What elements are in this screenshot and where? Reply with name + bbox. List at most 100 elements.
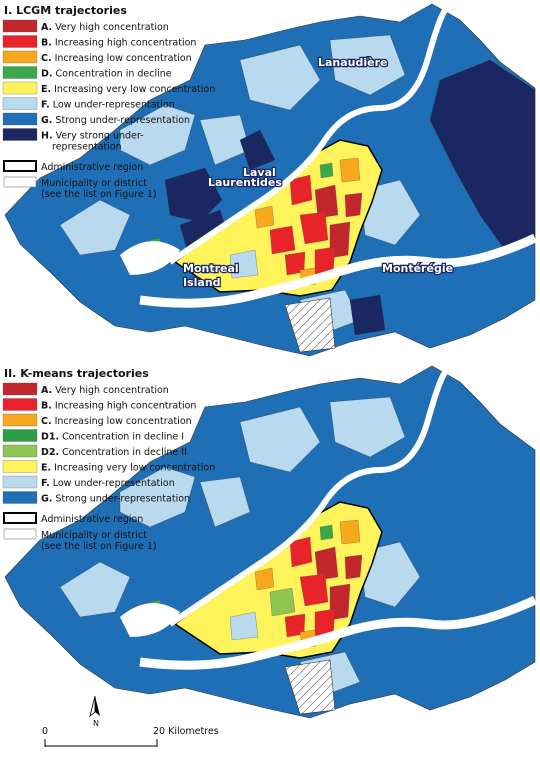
region-label: Island — [183, 276, 221, 289]
land-patch — [359, 541, 421, 608]
district — [289, 174, 313, 206]
legend-swatch — [2, 491, 38, 504]
district — [254, 567, 275, 591]
legend-text: Increasing low concentration — [55, 53, 192, 64]
legend-code: E. — [41, 463, 51, 474]
legend-label: F. Low under-representation — [41, 478, 175, 489]
land-patch — [329, 34, 406, 96]
legend-swatch — [2, 429, 38, 442]
legend-text: Very high concentration — [55, 22, 169, 33]
legend-label: C. Increasing low concentration — [41, 53, 192, 64]
legend-text: Low under-representation — [53, 100, 175, 111]
district — [269, 225, 296, 255]
river — [139, 595, 537, 670]
legend-label: E. Increasing very low concentration — [41, 463, 215, 474]
legend-label: Municipality or district — [41, 530, 147, 541]
district — [289, 536, 313, 568]
legend-text: Increasing very low concentration — [54, 463, 215, 474]
legend-swatch — [2, 66, 38, 79]
legend-label: B. Increasing high concentration — [41, 401, 196, 412]
legend-text: Very strong under- — [56, 131, 144, 142]
legend-label: C. Increasing low concentration — [41, 416, 192, 427]
district — [254, 205, 275, 229]
legend-label: A. Very high concentration — [41, 22, 169, 33]
legend-code: A. — [41, 22, 52, 33]
legend-swatch — [2, 112, 38, 126]
legend-text: Increasing very low concentration — [54, 84, 215, 95]
north-label: N — [93, 719, 99, 728]
legend-label: Administrative region — [41, 514, 143, 525]
district — [319, 524, 334, 541]
legend-text: Very high concentration — [55, 385, 169, 396]
region-label: Montérégie — [382, 262, 453, 275]
river — [168, 367, 450, 627]
legend-label: H. Very strong under-representation — [41, 131, 144, 153]
north-arrow — [89, 695, 96, 718]
legend-text: Increasing high concentration — [55, 38, 197, 49]
legend-swatch — [2, 398, 38, 411]
district — [319, 162, 334, 179]
legend-label: A. Very high concentration — [41, 385, 169, 396]
region-label: Lanaudière — [318, 56, 388, 69]
legend-text: Concentration in decline I — [62, 432, 184, 443]
municipality-swatch — [3, 176, 37, 188]
legend-code: C. — [41, 416, 52, 427]
lake — [120, 603, 180, 637]
district — [339, 157, 361, 183]
legend-swatch — [2, 475, 38, 489]
legend-code: H. — [41, 131, 53, 142]
district — [344, 554, 363, 580]
land-patch — [329, 396, 406, 458]
region-label: Laurentides — [208, 176, 282, 189]
legend-code: G. — [41, 115, 52, 126]
legend-title: II. K-means trajectories — [4, 367, 149, 380]
legend-swatch — [2, 128, 38, 141]
region-label: Laval — [243, 166, 276, 179]
land-patch — [59, 561, 131, 618]
legend-label: F. Low under-representation — [41, 100, 175, 111]
municipality — [284, 659, 336, 715]
legend-text: Concentration in decline — [56, 69, 172, 80]
legend-label: D2. Concentration in decline II — [41, 447, 187, 458]
legend-label: G. Strong under-representation — [41, 115, 190, 126]
land-patch — [119, 466, 196, 528]
legend-text: Increasing high concentration — [55, 401, 197, 412]
legend-code: G. — [41, 494, 52, 505]
municipality-swatch — [3, 528, 37, 540]
legend-swatch — [2, 444, 38, 458]
admin-swatch — [3, 512, 37, 524]
legend-swatch — [2, 382, 38, 396]
land-patch — [239, 406, 321, 473]
region-label: Montreal — [183, 262, 239, 275]
legend-swatch — [2, 50, 38, 64]
legend-label: Municipality or district — [41, 178, 147, 189]
legend-code: F. — [41, 478, 50, 489]
legend-label: D1. Concentration in decline I — [41, 432, 184, 443]
legend-label: G. Strong under-representation — [41, 494, 190, 505]
land-patch — [164, 167, 223, 223]
land-patch — [239, 44, 321, 111]
legend-swatch — [2, 81, 38, 95]
district — [229, 249, 259, 279]
legend-code: B. — [41, 38, 52, 49]
legend-text: Concentration in decline II — [62, 447, 187, 458]
district — [229, 611, 259, 641]
legend-swatch — [2, 35, 38, 48]
legend-code: D2. — [41, 447, 59, 458]
admin-swatch — [3, 160, 37, 172]
legend-code: A. — [41, 385, 52, 396]
land-patch — [119, 104, 196, 166]
scale-start: 0 — [42, 726, 48, 737]
legend-text: Low under-representation — [53, 478, 175, 489]
river — [139, 233, 537, 308]
river — [168, 5, 450, 265]
legend-swatch — [2, 97, 38, 110]
district — [299, 573, 329, 607]
legend-code: C. — [41, 53, 52, 64]
district — [299, 211, 329, 245]
legend-swatch — [2, 413, 38, 427]
legend-label: D. Concentration in decline — [41, 69, 172, 80]
legend-code: D. — [41, 69, 53, 80]
